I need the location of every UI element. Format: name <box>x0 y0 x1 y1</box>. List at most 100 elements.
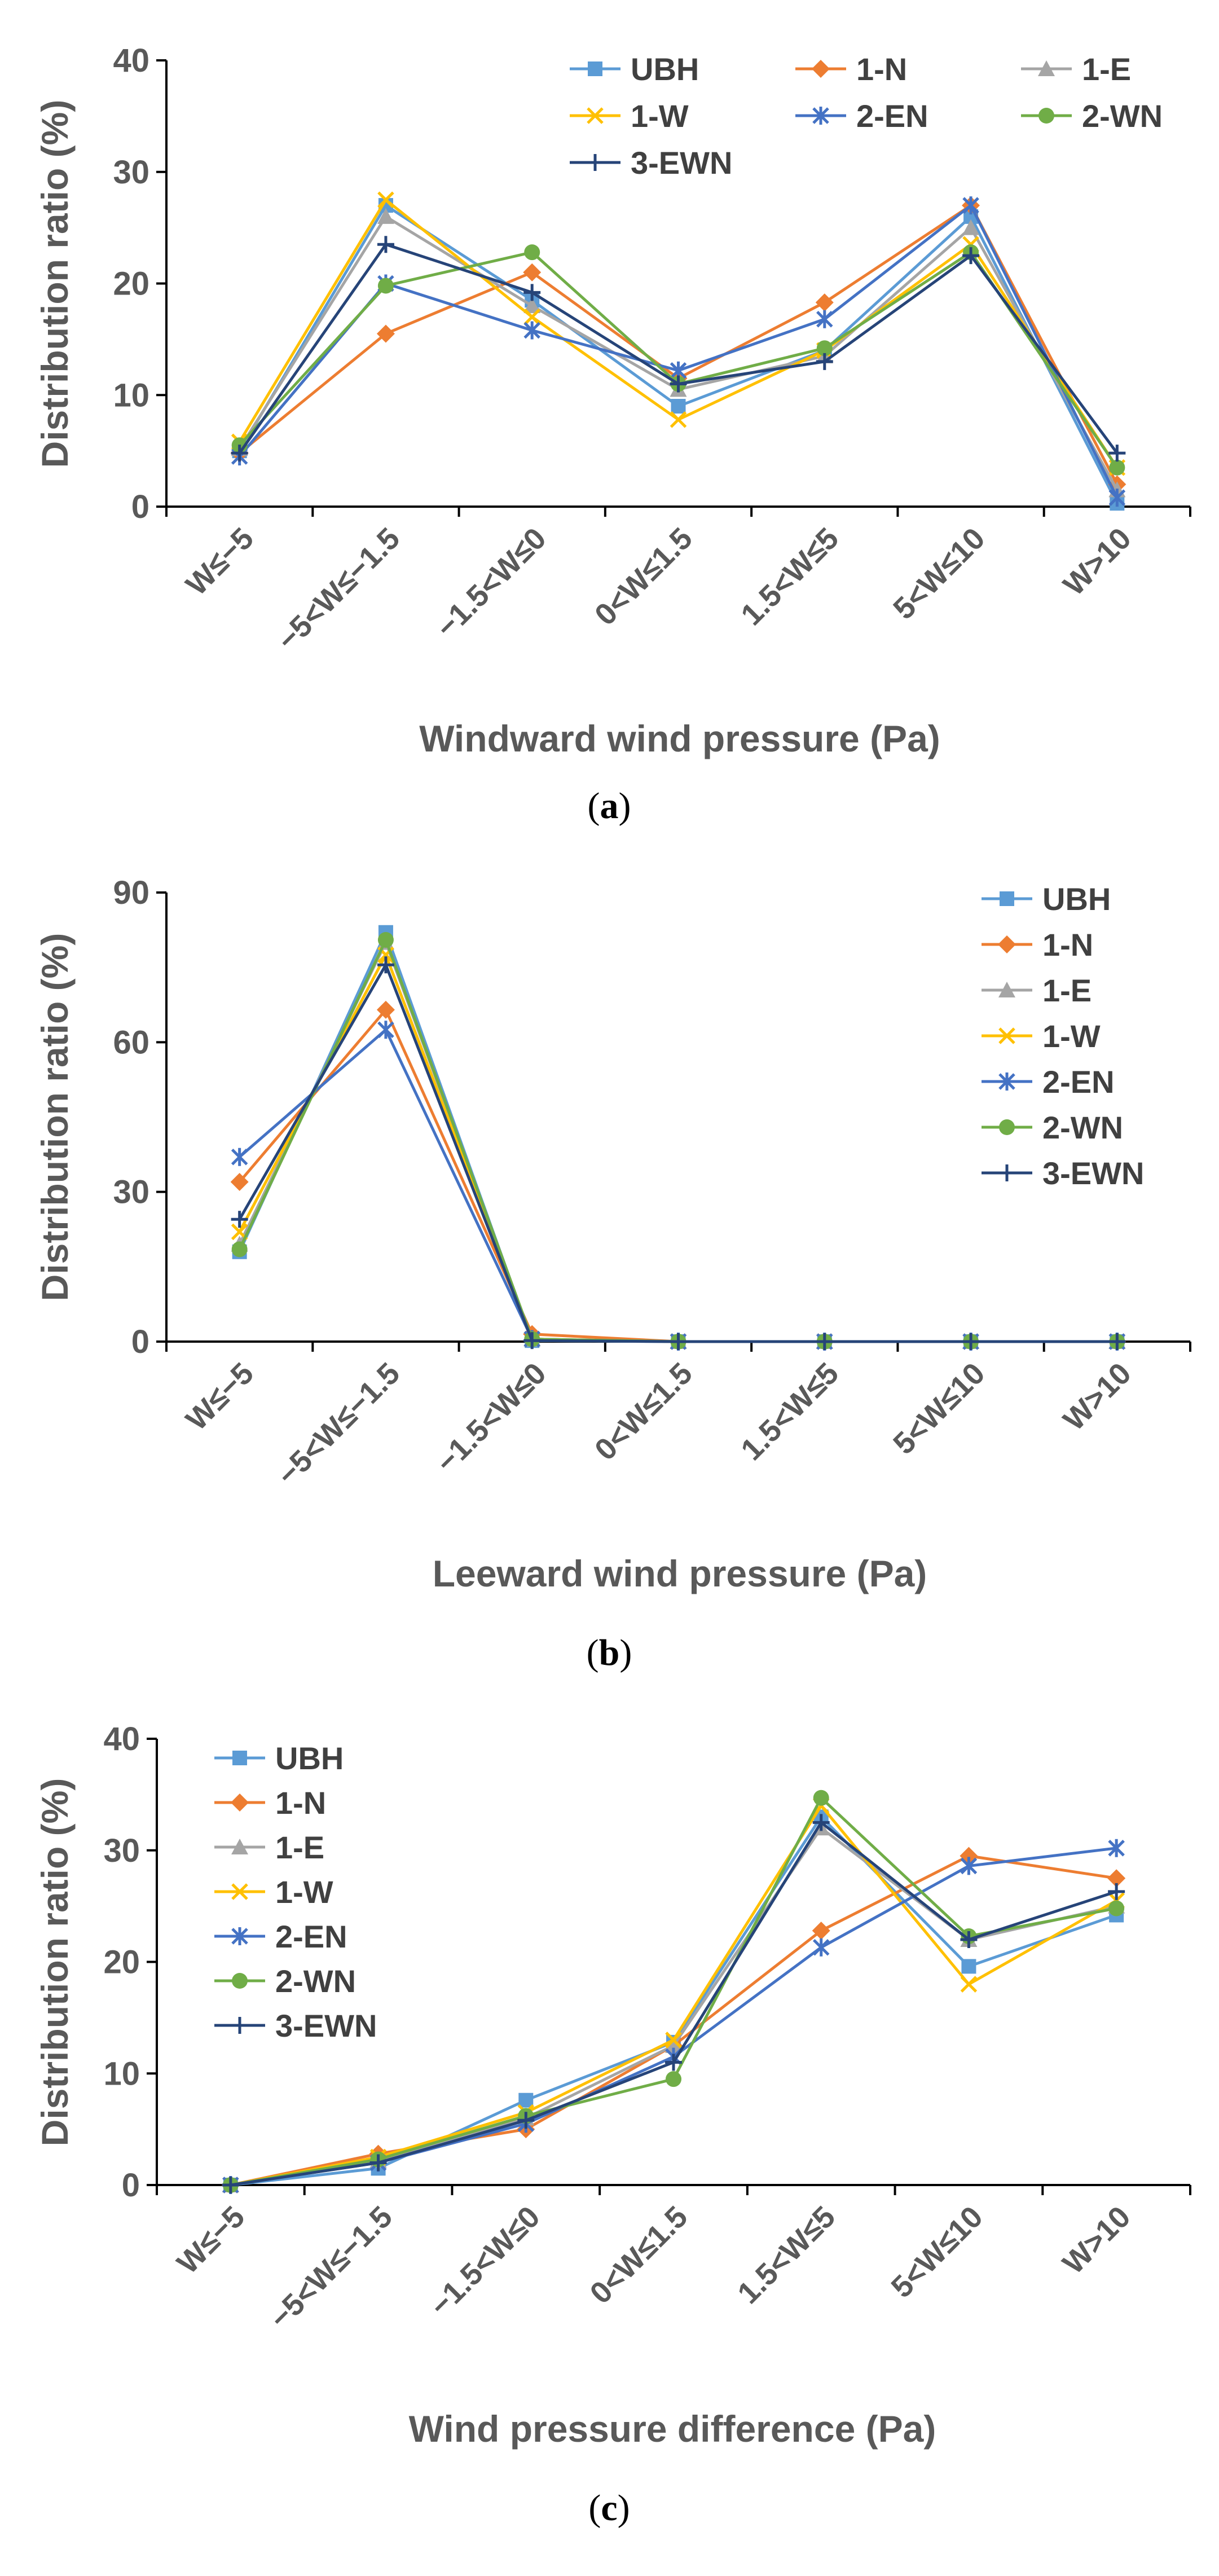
data-point <box>377 1021 394 1039</box>
data-point <box>230 1172 249 1191</box>
data-point <box>523 1332 541 1349</box>
y-axis-title: Distribution ratio (%) <box>34 933 76 1302</box>
series-line <box>239 1028 1117 1343</box>
x-category-label: −5<W≤−1.5 <box>263 2200 399 2336</box>
data-point <box>960 1931 978 1948</box>
data-point <box>523 321 540 340</box>
caption-close: ) <box>619 1632 632 1673</box>
data-point <box>523 284 541 301</box>
y-tick-label: 40 <box>113 42 149 79</box>
legend-swatch-marker <box>1000 891 1014 906</box>
legend-entry: 1-W <box>570 98 689 134</box>
data-point <box>231 1148 248 1166</box>
series-line <box>238 931 1117 1343</box>
data-point <box>665 2032 682 2049</box>
data-point <box>523 309 540 326</box>
series-1-E <box>222 1819 1125 2192</box>
series-line <box>238 953 1117 1343</box>
series-line <box>230 1796 1117 2187</box>
series-line <box>230 1821 1117 2187</box>
legend-label: 3-EWN <box>631 145 732 181</box>
legend-entry: UBH <box>982 881 1111 917</box>
data-point <box>1107 1869 1126 1888</box>
data-point <box>1108 445 1126 462</box>
legend-label: 1-N <box>1042 927 1093 962</box>
data-point <box>1108 489 1126 507</box>
data-point <box>670 411 687 428</box>
data-point <box>960 1976 978 1993</box>
legend-entry: 3-EWN <box>570 145 732 181</box>
data-point <box>1109 459 1125 476</box>
y-tick-label: 10 <box>113 377 149 414</box>
y-axis-title: Distribution ratio (%) <box>34 1778 76 2147</box>
legend-label: 2-WN <box>275 1963 356 1999</box>
x-category-label: W≤−5 <box>179 1356 260 1437</box>
data-point <box>517 2112 535 2129</box>
data-point <box>960 1857 978 1875</box>
legend-entry: 1-N <box>214 1785 326 1821</box>
x-category-label: −1.5<W≤0 <box>423 2200 546 2323</box>
x-category-label: −5<W≤−1.5 <box>271 521 407 657</box>
data-point <box>962 219 980 235</box>
chart-c: 0 10 20 30 40 W≤−5 −5<W≤−1.5 −1.5<W≤0 0<W≤1.5 1.5… <box>34 1721 1191 2529</box>
legend-swatch-marker <box>999 1119 1015 1135</box>
x-category-label: 1.5<W≤5 <box>734 1356 845 1467</box>
legend-entry: 1-W <box>982 1018 1101 1054</box>
legend-entry: 1-E <box>982 973 1092 1008</box>
legend-label: 2-EN <box>856 98 928 134</box>
x-category-label: W≤−5 <box>179 521 260 602</box>
data-point <box>671 399 686 414</box>
x-category-label: 5<W≤10 <box>884 2200 989 2304</box>
legend-swatch-marker <box>231 1839 248 1854</box>
legend-label: 1-E <box>275 1830 324 1865</box>
legend: UBH 1-N 1-E 1-W 2-EN 2-WN 3-EWN <box>570 51 1163 181</box>
legend-entry: 1-E <box>214 1830 324 1865</box>
data-point <box>377 956 394 974</box>
data-point <box>812 1938 830 1957</box>
y-tick-label: 90 <box>113 874 149 911</box>
data-point <box>816 353 833 370</box>
chart-a: 0 10 20 30 40 W≤−5 −5<W≤−1.5 −1.5<W≤0 0<W≤1.5 1.5… <box>34 42 1191 827</box>
data-point <box>377 191 394 208</box>
data-point <box>377 236 394 253</box>
legend-entry: 1-W <box>214 1874 333 1910</box>
legend-label: 1-E <box>1042 973 1092 1008</box>
data-point <box>666 2071 681 2087</box>
data-point <box>1108 1839 1125 1857</box>
series-line <box>238 215 1119 491</box>
x-category-label: W>10 <box>1056 2200 1137 2280</box>
series-UBH <box>223 1809 1124 2192</box>
data-point <box>670 1333 687 1350</box>
legend-label: 2-WN <box>1082 98 1163 134</box>
panel-caption: (c) <box>588 2487 630 2529</box>
legend-entry: UBH <box>214 1740 344 1776</box>
legend-label: 3-EWN <box>275 2008 377 2043</box>
legend-entry: 2-WN <box>1021 98 1163 134</box>
x-category-label: 0<W≤1.5 <box>588 1356 699 1467</box>
y-axis-title: Distribution ratio (%) <box>34 100 76 468</box>
legend-label: 1-E <box>1082 51 1131 87</box>
series-line <box>238 250 1119 469</box>
y-tick-label: 10 <box>103 2055 140 2092</box>
caption-open: ( <box>588 2487 601 2529</box>
series-line <box>238 204 1119 504</box>
data-point <box>376 324 395 343</box>
x-category-label: W>10 <box>1057 1356 1138 1437</box>
data-point <box>376 1000 395 1019</box>
legend-label: UBH <box>631 51 699 87</box>
legend-label: UBH <box>275 1740 344 1776</box>
legend-swatch-marker <box>232 1751 247 1765</box>
data-point <box>524 244 540 261</box>
series-UBH <box>232 925 1125 1349</box>
data-point <box>377 932 394 948</box>
legend-swatch-marker <box>231 1927 248 1945</box>
legend-swatch-marker <box>998 935 1016 953</box>
legend-entry: 1-N <box>982 927 1093 962</box>
legend-entry: 1-N <box>795 51 907 87</box>
series-3-EWN <box>222 1814 1125 2193</box>
legend-swatch-marker <box>588 61 602 76</box>
series-line <box>238 940 1117 1343</box>
data-point <box>231 1241 248 1258</box>
series-line <box>230 1826 1117 2187</box>
x-category-label: 5<W≤10 <box>887 521 991 626</box>
